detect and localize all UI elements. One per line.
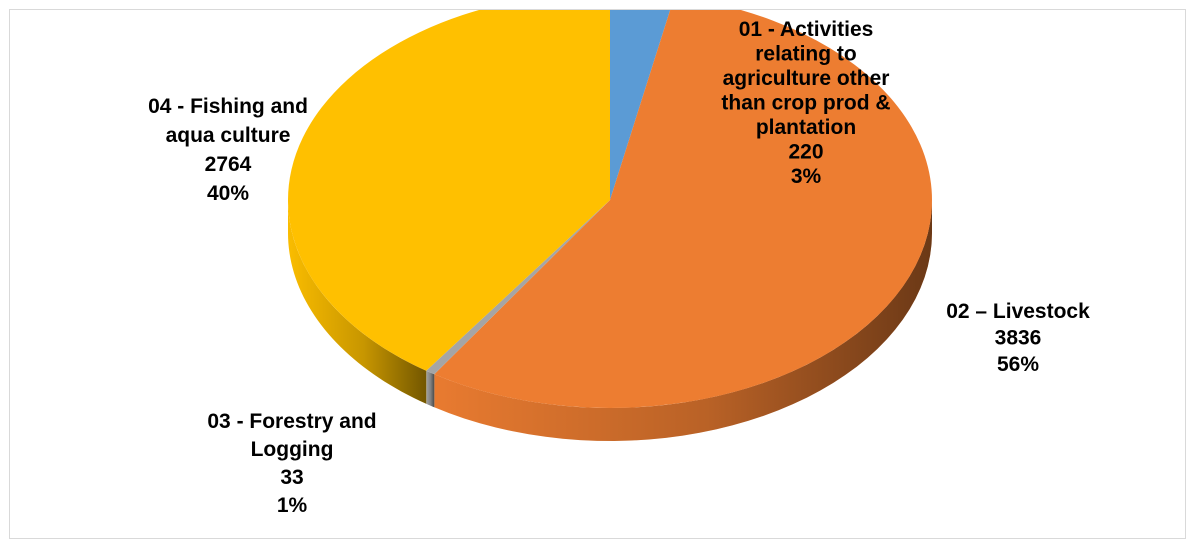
label-value: 220 <box>788 141 823 164</box>
label-value: 3836 <box>995 327 1042 350</box>
data-label-3: 03 - Forestry and Logging 33 1% <box>207 410 376 517</box>
pie-chart: 01 - Activities relating to agriculture ot… <box>148 10 1090 517</box>
slice-3 <box>426 200 610 375</box>
slice-1 <box>610 10 671 200</box>
label-line: Logging <box>251 438 334 461</box>
label-line: 01 - Activities <box>739 18 874 41</box>
slice-side-shade-4 <box>288 200 427 404</box>
slice-side-shade-3 <box>426 370 435 408</box>
label-line: than crop prod & <box>721 92 890 115</box>
label-line: plantation <box>756 116 856 139</box>
label-percent: 1% <box>277 494 308 517</box>
label-line: relating to <box>755 43 857 66</box>
data-label-1: 01 - Activities relating to agriculture ot… <box>721 18 890 188</box>
pie-slices <box>288 10 932 408</box>
label-value: 2764 <box>205 153 252 176</box>
label-line: 03 - Forestry and <box>207 410 376 433</box>
slice-4 <box>288 10 610 371</box>
label-value: 33 <box>280 466 303 489</box>
label-percent: 56% <box>997 353 1039 376</box>
label-line: 02 – Livestock <box>946 300 1090 323</box>
data-label-4: 04 - Fishing and aqua culture 2764 40% <box>148 95 308 205</box>
chart-area: 01 - Activities relating to agriculture ot… <box>9 9 1186 539</box>
label-line: 04 - Fishing and <box>148 95 308 118</box>
data-label-2: 02 – Livestock 3836 56% <box>946 300 1090 376</box>
slice-2 <box>434 10 932 408</box>
label-line: aqua culture <box>166 124 291 147</box>
label-line: agriculture other <box>723 67 890 90</box>
label-percent: 3% <box>791 165 822 188</box>
pie-side-walls <box>288 200 932 441</box>
slice-side-shade-2 <box>434 200 932 441</box>
label-percent: 40% <box>207 182 249 205</box>
data-labels: 01 - Activities relating to agriculture ot… <box>148 18 1090 517</box>
